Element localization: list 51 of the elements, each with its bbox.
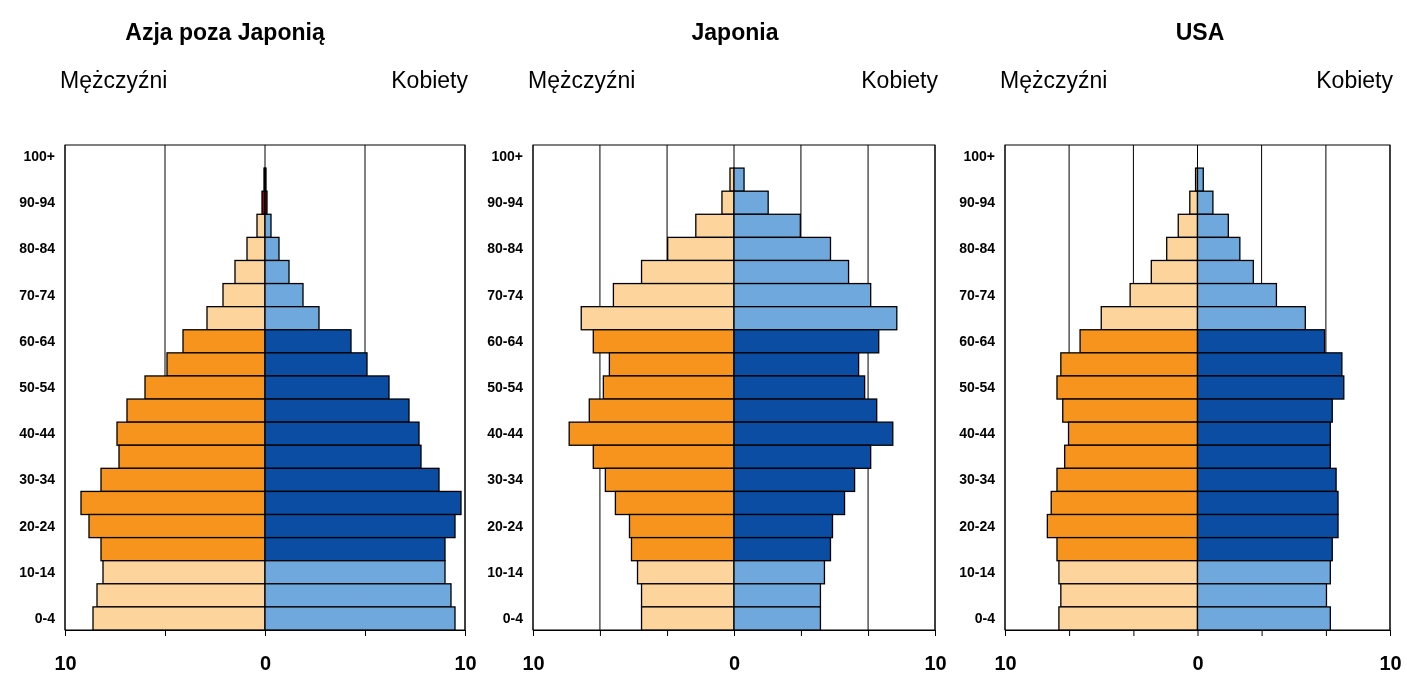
y-tick-label: 70-74 — [959, 286, 996, 303]
text: Kobiety — [861, 67, 939, 93]
x-tick-label: 10 — [54, 652, 77, 675]
y-tick-label: 0-4 — [502, 609, 524, 626]
text: Kobiety — [391, 67, 469, 93]
y-tick-label: 20-24 — [19, 517, 56, 534]
y-tick-label: 30-34 — [959, 471, 996, 488]
y-tick-label: 40-44 — [19, 425, 56, 442]
y-tick-label: 100+ — [491, 148, 523, 165]
text: Mężczyźni — [1000, 67, 1108, 93]
chart-title: USA — [1175, 19, 1225, 45]
y-tick-label: 60-64 — [487, 332, 524, 349]
chart-title: Japonia — [691, 19, 779, 45]
y-tick-label: 10-14 — [487, 563, 524, 580]
y-tick-label: 50-54 — [959, 378, 996, 395]
y-tick-label: 30-34 — [487, 471, 524, 488]
y-tick-label: 50-54 — [487, 378, 524, 395]
x-tick-label: 10 — [924, 652, 947, 675]
y-tick-label: 90-94 — [959, 194, 996, 211]
x-tick-label: 0 — [1192, 652, 1204, 675]
x-tick-label: 10 — [522, 652, 545, 675]
y-tick-label: 100+ — [23, 148, 55, 165]
y-tick-label: 10-14 — [959, 563, 996, 580]
y-tick-label: 40-44 — [487, 425, 524, 442]
y-tick-label: 50-54 — [19, 378, 56, 395]
x-tick-label: 10 — [454, 652, 477, 675]
y-tick-label: 70-74 — [19, 286, 56, 303]
text: Kobiety — [1316, 67, 1394, 93]
x-tick-label: 10 — [1379, 652, 1402, 675]
text: Mężczyźni — [60, 67, 168, 93]
y-tick-label: 0-4 — [974, 609, 996, 626]
y-tick-label: 10-14 — [19, 563, 56, 580]
y-tick-label: 100+ — [963, 148, 995, 165]
y-tick-label: 30-34 — [19, 471, 56, 488]
y-tick-label: 90-94 — [487, 194, 524, 211]
y-tick-label: 60-64 — [19, 332, 56, 349]
x-tick-label: 0 — [728, 652, 741, 675]
x-tick-label: 10 — [994, 652, 1017, 675]
y-tick-label: 0-4 — [34, 609, 56, 626]
y-tick-label: 60-64 — [959, 332, 996, 349]
y-tick-label: 70-74 — [487, 286, 524, 303]
y-tick-label: 20-24 — [487, 517, 524, 534]
y-tick-label: 90-94 — [19, 194, 56, 211]
text: Mężczyźni — [528, 67, 636, 93]
chart-title: Azja poza Japonią — [125, 19, 325, 45]
y-tick-label: 80-84 — [19, 240, 56, 257]
y-tick-label: 80-84 — [959, 240, 996, 257]
y-tick-label: 80-84 — [487, 240, 524, 257]
y-tick-label: 20-24 — [959, 517, 996, 534]
y-tick-label: 40-44 — [959, 425, 996, 442]
x-tick-label: 0 — [259, 652, 272, 675]
